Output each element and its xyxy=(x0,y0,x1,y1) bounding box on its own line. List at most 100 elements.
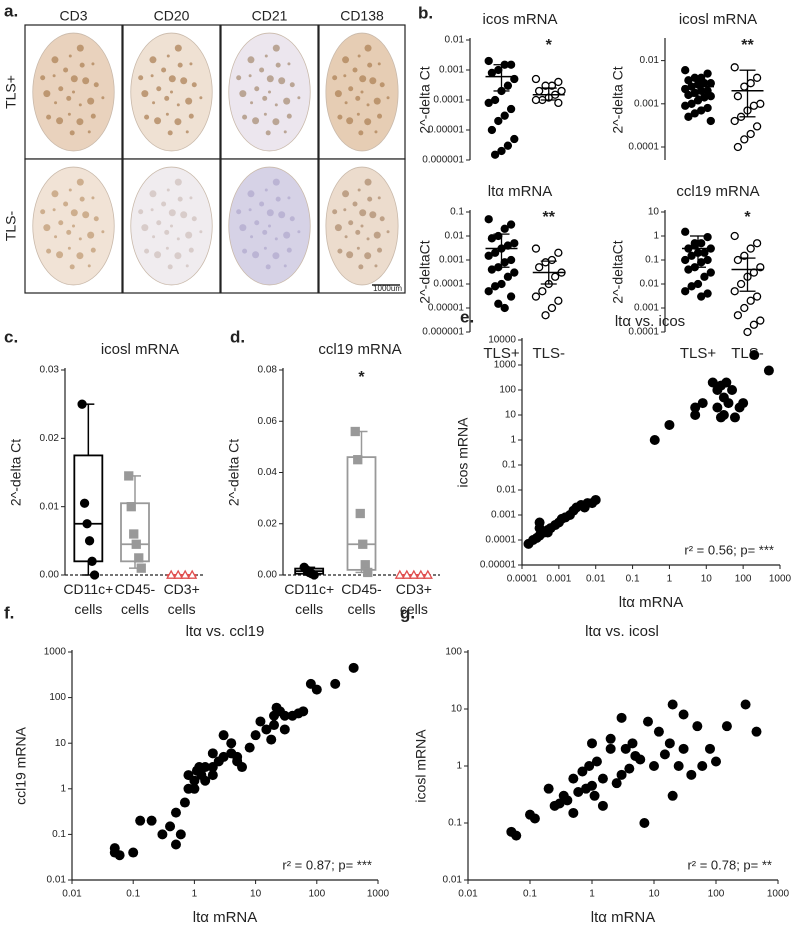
stain-spot xyxy=(90,113,96,119)
data-point xyxy=(673,761,684,771)
stain-spot xyxy=(82,211,90,219)
data-point xyxy=(175,829,186,840)
stain-spot xyxy=(250,235,254,239)
x-tick-label: 0.1 xyxy=(626,574,640,585)
stain-spot xyxy=(79,62,85,68)
data-point xyxy=(681,255,690,265)
stain-spot xyxy=(164,95,170,101)
data-point xyxy=(237,762,248,773)
stain-spot xyxy=(357,188,361,192)
x-tick-label: 0.01 xyxy=(458,889,478,900)
x-tick-label: TLS+ xyxy=(680,345,717,362)
stain-spot xyxy=(283,231,291,239)
stain-spot xyxy=(346,251,354,259)
stain-spot xyxy=(373,97,381,105)
stain-spot xyxy=(70,209,78,217)
data-point xyxy=(298,706,309,717)
y-tick-label: 0.04 xyxy=(258,467,278,478)
stain-spot xyxy=(247,56,255,64)
y-tick-label: 0.1 xyxy=(52,829,66,840)
stain-spot xyxy=(185,130,189,134)
stain-spot xyxy=(386,230,390,234)
panel-label: e. xyxy=(460,307,474,326)
stain-spot xyxy=(40,75,46,81)
y-tick-label: 1000 xyxy=(494,360,517,371)
data-point xyxy=(733,142,743,152)
stain-spot xyxy=(286,113,292,119)
data-point xyxy=(706,116,715,126)
data-point xyxy=(510,134,519,144)
stain-spot xyxy=(43,224,51,232)
stain-spot xyxy=(366,103,370,107)
stain-spot xyxy=(344,235,348,239)
data-point xyxy=(531,292,541,301)
stain-spot xyxy=(52,74,56,78)
y-tick-label: 0.00001 xyxy=(428,303,465,314)
data-point xyxy=(535,263,544,272)
data-point xyxy=(311,684,322,695)
data-point xyxy=(79,498,90,508)
stain-spot xyxy=(355,95,361,101)
stain-spot xyxy=(138,75,144,81)
data-point xyxy=(687,282,696,291)
stain-spot xyxy=(91,196,95,200)
data-point xyxy=(746,129,755,139)
stain-spot xyxy=(154,251,162,259)
y-axis-label: 2^-delta Ct xyxy=(226,439,242,506)
stain-spot xyxy=(369,77,377,85)
x-tick-label: 10 xyxy=(648,889,660,900)
stain-spot xyxy=(78,237,82,241)
stain-spot xyxy=(144,248,150,254)
stain-spot xyxy=(377,113,383,119)
stain-spot xyxy=(176,103,180,107)
data-point xyxy=(733,311,743,320)
stain-spot xyxy=(259,67,265,73)
data-point xyxy=(736,279,746,289)
data-point xyxy=(494,299,503,308)
data-point xyxy=(506,104,516,114)
data-point xyxy=(730,63,739,72)
data-point xyxy=(707,377,718,388)
stain-spot xyxy=(101,96,105,100)
stain-spot xyxy=(268,224,271,228)
stain-spot xyxy=(93,216,99,222)
stain-spot xyxy=(141,90,149,98)
data-point xyxy=(487,68,497,78)
x-tick-label: 100 xyxy=(708,889,725,900)
stain-spot xyxy=(185,264,189,268)
y-axis-label: 2^-delta Ct xyxy=(8,439,24,506)
stain-spot xyxy=(367,62,373,68)
data-point xyxy=(756,316,765,325)
stain-spot xyxy=(266,209,274,217)
data-point xyxy=(187,569,198,579)
data-point xyxy=(659,749,670,760)
stain-spot xyxy=(199,96,203,100)
y-axis-label: icosl mRNA xyxy=(413,729,429,803)
stain-spot xyxy=(40,209,46,215)
stain-spot xyxy=(46,248,52,254)
stain-spot xyxy=(332,75,338,81)
stain-spot xyxy=(76,44,84,52)
y-tick-label: 0.0001 xyxy=(433,279,464,290)
data-point xyxy=(500,224,509,233)
data-point xyxy=(542,527,553,538)
stain-spot xyxy=(56,117,64,125)
stain-spot xyxy=(46,114,52,120)
y-tick-label: 0.1 xyxy=(645,255,659,266)
stain-spot xyxy=(63,201,69,207)
x-axis-label: ltα mRNA xyxy=(591,909,656,926)
x-tick-label: CD45- cells xyxy=(114,581,156,617)
stain-spot xyxy=(343,74,347,78)
data-point xyxy=(510,268,519,277)
stain-spot xyxy=(144,114,150,120)
stain-spot xyxy=(51,56,59,64)
stain-spot xyxy=(262,95,268,101)
annotation: r² = 0.56; p= *** xyxy=(684,542,774,557)
data-point xyxy=(611,778,622,789)
data-point xyxy=(568,773,579,784)
stain-spot xyxy=(70,75,78,83)
x-tick-label: 1 xyxy=(589,889,595,900)
panel-label: a. xyxy=(4,1,18,20)
stain-spot xyxy=(191,216,197,222)
stain-spot xyxy=(90,247,96,253)
